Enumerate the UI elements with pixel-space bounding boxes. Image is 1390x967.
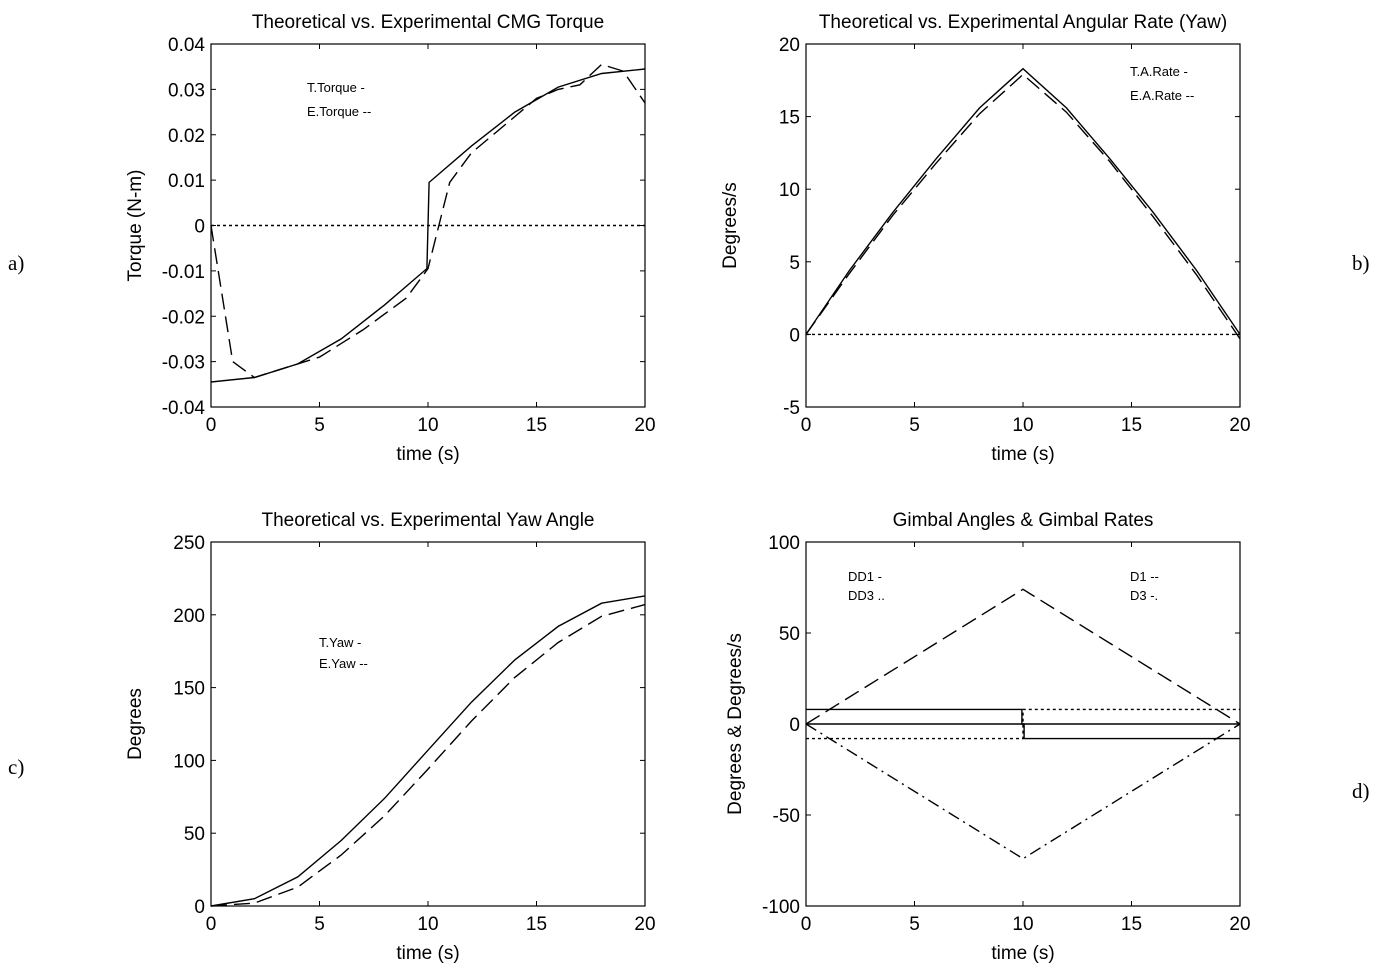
y-tick-label: -50 — [773, 806, 800, 827]
y-axis-label: Torque (N-m) — [125, 170, 146, 282]
x-tick-label: 10 — [1012, 914, 1033, 935]
panel-label: b) — [1352, 251, 1370, 275]
series-line-0 — [805, 67, 1241, 335]
x-tick-label: 5 — [909, 914, 920, 935]
y-tick-label: 200 — [173, 606, 205, 627]
y-tick-label: -100 — [762, 897, 800, 918]
chart-title: Theoretical vs. Experimental Angular Rat… — [819, 12, 1227, 33]
y-tick-label: 50 — [184, 824, 205, 845]
x-tick-label: 20 — [1229, 914, 1250, 935]
panel-label: a) — [8, 251, 24, 275]
y-tick-label: 0.01 — [168, 171, 205, 192]
x-tick-label: 0 — [801, 415, 812, 436]
x-axis-label: time (s) — [396, 444, 459, 465]
y-tick-label: 0 — [194, 897, 205, 918]
x-tick-label: 10 — [417, 415, 438, 436]
series-line-1 — [210, 603, 646, 907]
legend-entry: T.A.Rate - — [1130, 64, 1188, 79]
y-tick-label: 100 — [173, 751, 205, 772]
y-tick-label: 50 — [779, 624, 800, 645]
panel-label: c) — [8, 755, 24, 779]
y-tick-label: -5 — [783, 398, 800, 419]
y-tick-label: 250 — [173, 533, 205, 554]
y-tick-label: -0.03 — [162, 353, 205, 374]
x-tick-label: 15 — [526, 415, 547, 436]
y-tick-label: 150 — [173, 679, 205, 700]
legend-entry: E.A.Rate -- — [1130, 88, 1194, 103]
y-axis-label: Degrees — [125, 688, 146, 760]
legend-entry: T.Yaw - — [319, 635, 361, 650]
panel-a: a) Theoretical vs. Experimental CMG Torq… — [8, 12, 656, 465]
y-tick-label: -0.02 — [162, 307, 205, 328]
x-tick-label: 15 — [1121, 914, 1142, 935]
x-tick-label: 0 — [801, 914, 812, 935]
y-tick-label: -0.01 — [162, 262, 205, 283]
y-tick-label: 15 — [779, 108, 800, 129]
x-axis-label: time (s) — [396, 943, 459, 964]
y-tick-label: 5 — [789, 253, 800, 274]
y-tick-label: -0.04 — [162, 398, 206, 419]
x-tick-label: 5 — [909, 415, 920, 436]
x-tick-label: 10 — [1012, 415, 1033, 436]
y-tick-label: 0 — [194, 217, 205, 238]
series-line-1 — [805, 73, 1241, 340]
x-tick-label: 10 — [417, 914, 438, 935]
panel-d: d) Gimbal Angles & Gimbal Rates 0 5 10 15 20 -… — [725, 510, 1370, 964]
legend-entry: E.Yaw -- — [319, 656, 368, 671]
x-tick-label: 15 — [526, 914, 547, 935]
legend-entry: DD1 - — [848, 569, 882, 584]
y-tick-label: 10 — [779, 180, 800, 201]
chart-title: Theoretical vs. Experimental Yaw Angle — [261, 510, 594, 531]
x-axis-label: time (s) — [991, 943, 1054, 964]
x-tick-label: 20 — [634, 415, 655, 436]
series-line-4 — [805, 723, 1241, 860]
y-tick-label: 100 — [768, 533, 800, 554]
panel-c: c) Theoretical vs. Experimental Yaw Angl… — [8, 510, 656, 964]
series-line-2 — [806, 708, 1240, 740]
y-tick-label: 0.02 — [168, 126, 205, 147]
legend-entry: T.Torque - — [307, 80, 365, 95]
y-axis-label: Degrees/s — [720, 182, 741, 269]
panel-label: d) — [1352, 779, 1370, 803]
legend-entry: E.Torque -- — [307, 104, 371, 119]
y-tick-label: 0 — [789, 325, 800, 346]
x-tick-label: 20 — [634, 914, 655, 935]
y-axis-label: Degrees & Degrees/s — [725, 633, 746, 815]
chart-title: Theoretical vs. Experimental CMG Torque — [252, 12, 604, 33]
y-tick-label: 20 — [779, 35, 800, 56]
series-line-1 — [210, 63, 646, 379]
legend-entry: DD3 .. — [848, 588, 885, 603]
y-tick-label: 0.04 — [168, 35, 205, 56]
x-tick-label: 0 — [206, 914, 217, 935]
x-tick-label: 0 — [206, 415, 217, 436]
x-tick-label: 5 — [314, 415, 325, 436]
x-tick-label: 15 — [1121, 415, 1142, 436]
x-tick-label: 20 — [1229, 415, 1250, 436]
y-tick-label: 0.03 — [168, 80, 205, 101]
chart-title: Gimbal Angles & Gimbal Rates — [893, 510, 1154, 531]
x-axis-label: time (s) — [991, 444, 1054, 465]
series-line-3 — [805, 588, 1241, 725]
series-line-0 — [210, 595, 646, 907]
legend-entry: D3 -. — [1130, 588, 1158, 603]
y-tick-label: 0 — [789, 715, 800, 736]
panel-b: b) Theoretical vs. Experimental Angular … — [720, 12, 1370, 465]
plot-frame — [210, 541, 646, 907]
legend-entry: D1 -- — [1130, 569, 1159, 584]
x-tick-label: 5 — [314, 914, 325, 935]
